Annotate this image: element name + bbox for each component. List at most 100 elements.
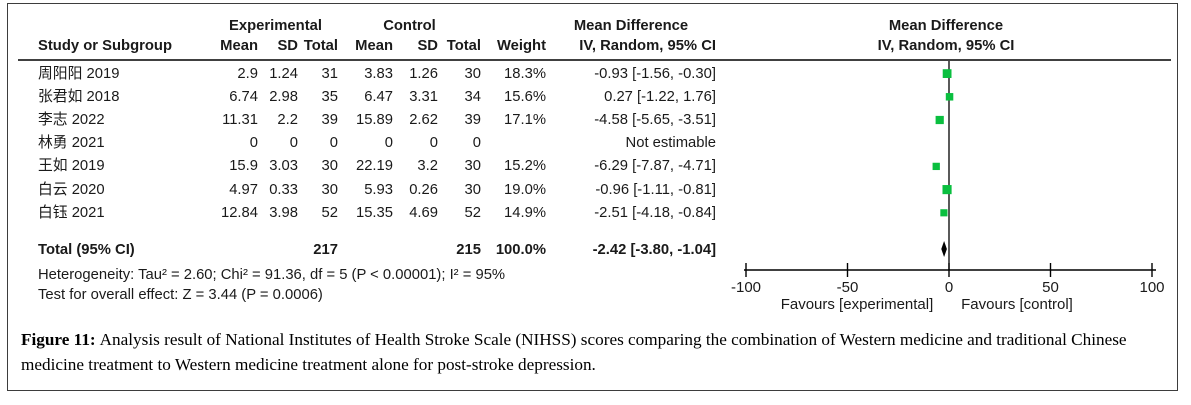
study-name-cell: 周阳阳 2019 [38, 65, 120, 82]
axis-tick-label: 0 [945, 279, 953, 296]
exp-mean-cell: 15.9 [229, 158, 258, 175]
ctl-total-cell: 52 [464, 204, 481, 221]
ctl-total-cell: 30 [464, 65, 481, 82]
effect-square [935, 115, 944, 125]
exp-total-cell: 31 [321, 65, 338, 82]
exp-mean-cell: 11.31 [222, 111, 258, 128]
weight-cell: 19.0% [504, 181, 546, 198]
group-header-row: Experimental Control Mean Difference [38, 16, 716, 36]
ctl-mean-cell: 3.83 [364, 65, 393, 82]
ctl-mean-cell: 0 [384, 135, 393, 152]
method-col-header: IV, Random, 95% CI [579, 38, 716, 54]
total-diamond [941, 241, 947, 257]
effect-header: Mean Difference [573, 18, 689, 34]
ci-cell: -4.58 [-5.65, -3.51] [594, 111, 716, 128]
ctl-mean-cell: 5.93 [364, 181, 393, 198]
ctl-total-cell: 30 [464, 158, 481, 175]
ctl-sd-cell: 0 [429, 135, 438, 152]
graph-effect-header: Mean Difference [888, 18, 1004, 34]
ctl-total-cell: 39 [464, 111, 481, 128]
total-weight: 100.0% [495, 241, 546, 258]
exp-mean-cell: 2.9 [237, 65, 258, 82]
total-ci: -2.42 [-3.80, -1.04] [592, 241, 716, 258]
effect-square [932, 162, 940, 171]
effect-square [940, 209, 948, 217]
exp-sd-cell: 2.2 [277, 111, 298, 128]
ctl-sd-cell: 3.2 [417, 158, 438, 175]
exp-total-cell: 30 [321, 158, 338, 175]
weight-cell: 18.3% [504, 65, 546, 82]
ci-cell: -2.51 [-4.18, -0.84] [594, 204, 716, 221]
ctl-sd-cell: 4.69 [409, 204, 438, 221]
axis-tick-label: -50 [837, 279, 859, 296]
control-group-header: Control [383, 18, 436, 34]
study-name-cell: 白钰 2021 [38, 204, 105, 221]
study-name-cell: 白云 2020 [38, 181, 105, 198]
favours-control-label: Favours [control] [961, 296, 1073, 313]
exp-total-cell: 35 [321, 88, 338, 105]
total-ctl-total: 215 [456, 241, 481, 258]
axis-tick-label: 50 [1042, 279, 1059, 296]
exp-mean-cell: 4.97 [229, 181, 258, 198]
study-name-cell: 李志 2022 [38, 111, 105, 128]
ci-cell: -0.93 [-1.56, -0.30] [594, 65, 716, 82]
weight-cell: 15.6% [504, 88, 546, 105]
study-col-header: Study or Subgroup [38, 38, 172, 54]
overall-effect-note: Test for overall effect: Z = 3.44 (P = 0… [38, 287, 323, 303]
ctl-total-cell: 30 [464, 181, 481, 198]
figure-caption-label: Figure 11: [21, 330, 96, 349]
ctl-mean-cell: 6.47 [364, 88, 393, 105]
ctl-sd-cell: 3.31 [409, 88, 438, 105]
exp-total-col-header: Total [303, 38, 338, 54]
ctl-total-cell: 34 [464, 88, 481, 105]
study-name-cell: 王如 2019 [38, 158, 105, 175]
study-name-cell: 林勇 2021 [38, 135, 105, 152]
ci-cell: 0.27 [-1.22, 1.76] [604, 88, 716, 105]
exp-sd-col-header: SD [277, 38, 298, 54]
exp-total-cell: 39 [321, 111, 338, 128]
exp-sd-cell: 3.98 [269, 204, 298, 221]
exp-mean-col-header: Mean [220, 38, 258, 54]
axis-tick-label: 100 [1139, 279, 1164, 296]
ctl-mean-cell: 15.35 [355, 204, 393, 221]
weight-cell: 14.9% [504, 204, 546, 221]
ctl-total-col-header: Total [446, 38, 481, 54]
exp-mean-cell: 6.74 [229, 88, 258, 105]
ci-cell: -0.96 [-1.11, -0.81] [595, 181, 716, 198]
exp-sd-cell: 3.03 [269, 158, 298, 175]
study-rows: 周阳阳 2019 2.9 1.24 31 3.83 1.26 30 18.3% … [38, 62, 716, 224]
exp-total-cell: 30 [321, 181, 338, 198]
study-name-cell: 张君如 2018 [38, 88, 120, 105]
figure-caption-text: Analysis result of National Institutes o… [21, 330, 1127, 374]
ci-cell: -6.29 [-7.87, -4.71] [594, 158, 716, 175]
exp-mean-cell: 12.84 [220, 204, 258, 221]
exp-sd-cell: 1.24 [269, 65, 298, 82]
effect-square [942, 69, 952, 78]
favours-experimental-label: Favours [experimental] [781, 296, 934, 313]
weight-cell: 17.1% [504, 111, 546, 128]
effect-square [942, 185, 952, 195]
axis-tick-label: -100 [731, 279, 761, 296]
total-row: Total (95% CI) 217 215 100.0% -2.42 [-3.… [38, 238, 716, 261]
exp-sd-cell: 2.98 [269, 88, 298, 105]
ci-cell: Not estimable [625, 135, 716, 152]
ctl-sd-cell: 1.26 [409, 65, 438, 82]
weight-col-header: Weight [496, 38, 546, 54]
ctl-mean-cell: 22.19 [355, 158, 393, 175]
ctl-sd-col-header: SD [417, 38, 438, 54]
total-label: Total (95% CI) [38, 241, 135, 258]
ctl-sd-cell: 0.26 [409, 181, 438, 198]
exp-total-cell: 0 [329, 135, 338, 152]
ctl-total-cell: 0 [472, 135, 481, 152]
forest-plot-figure: Experimental Control Mean Difference Stu… [7, 3, 1178, 391]
effect-square [945, 93, 954, 101]
exp-total-cell: 52 [321, 204, 338, 221]
exp-mean-cell: 0 [249, 135, 258, 152]
weight-cell: 15.2% [504, 158, 546, 175]
column-header-row: Study or Subgroup Mean SD Total Mean SD … [38, 36, 716, 56]
figure-caption: Figure 11: Analysis result of National In… [21, 328, 1173, 377]
exp-sd-cell: 0 [289, 135, 298, 152]
ctl-mean-cell: 15.89 [355, 111, 393, 128]
total-exp-total: 217 [313, 241, 338, 258]
graph-method-header: IV, Random, 95% CI [877, 38, 1015, 54]
